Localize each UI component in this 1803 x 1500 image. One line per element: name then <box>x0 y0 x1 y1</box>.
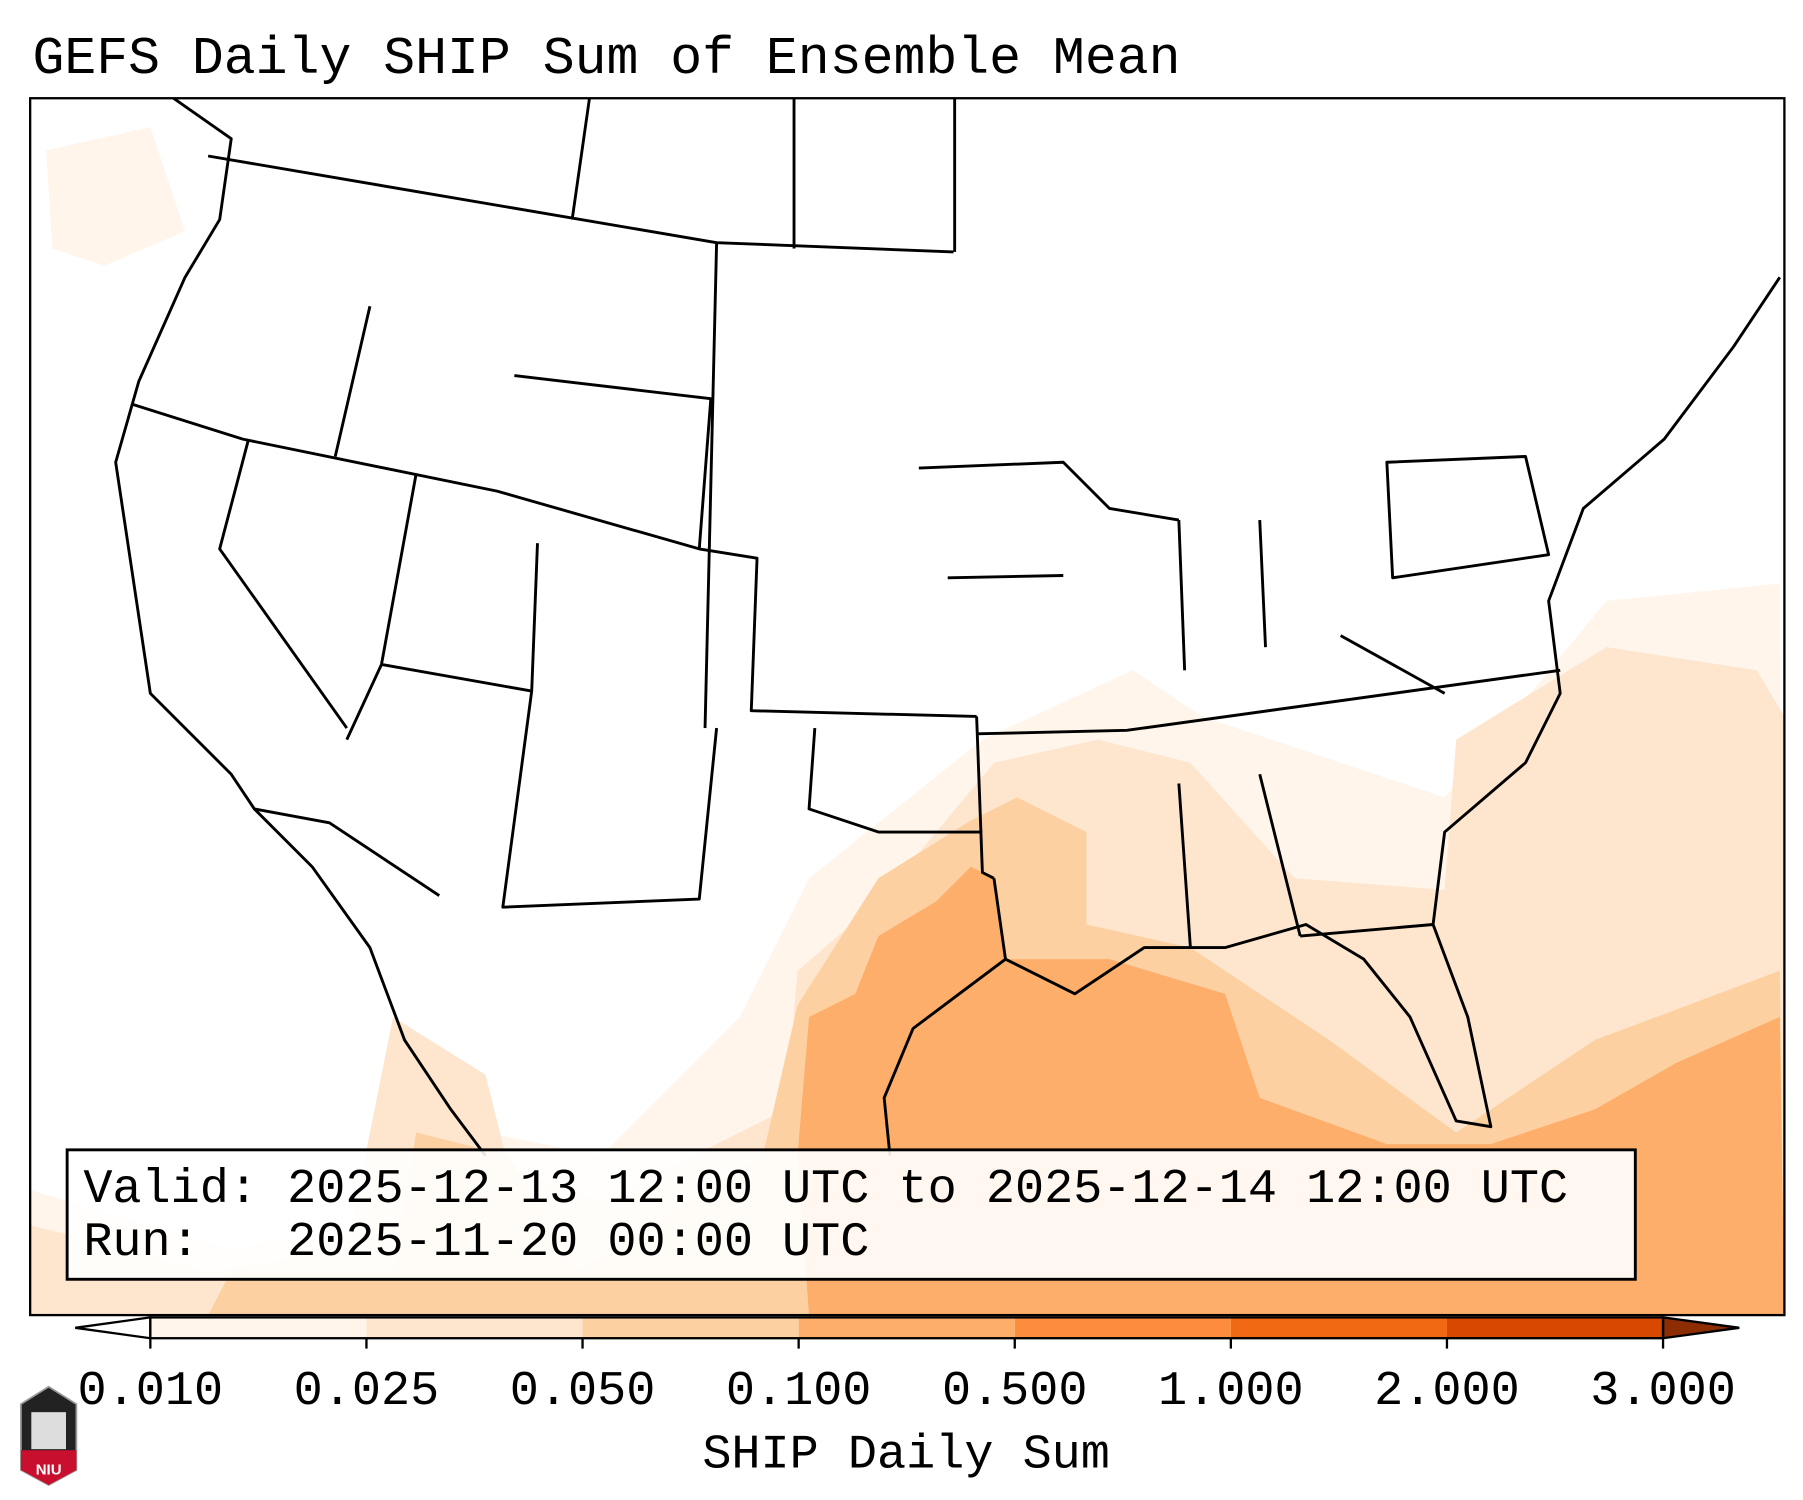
colorbar-segment <box>798 1317 1015 1339</box>
map-frame <box>29 97 1786 1317</box>
colorbar-label: SHIP Daily Sum <box>702 1428 1110 1483</box>
logo-text: NIU <box>36 1462 62 1479</box>
run-time-text: Run: 2025-11-20 00:00 UTC <box>83 1215 869 1270</box>
tick-label: 0.500 <box>942 1364 1088 1419</box>
colorbar-segment <box>1446 1317 1664 1339</box>
coastline <box>114 98 1781 1157</box>
figure-title: GEFS Daily SHIP Sum of Ensemble Mean <box>32 29 1180 89</box>
valid-time-text: Valid: 2025-12-13 12:00 UTC to 2025-12-1… <box>83 1162 1568 1217</box>
colorbar-segment <box>150 1317 367 1339</box>
map-panel <box>29 97 1786 1317</box>
tick-label: 0.050 <box>510 1364 656 1419</box>
colorbar: 0.010 0.025 0.050 0.100 0.500 1.000 2.00… <box>75 1316 1740 1483</box>
tick-label: 0.100 <box>726 1364 872 1419</box>
tick-label: 3.000 <box>1590 1364 1736 1419</box>
state-borders <box>132 98 1561 948</box>
colorbar-extend-max <box>1661 1316 1740 1340</box>
info-legend-box: Valid: 2025-12-13 12:00 UTC to 2025-12-1… <box>65 1148 1637 1281</box>
tick-label: 1.000 <box>1158 1364 1304 1419</box>
tick-label: 2.000 <box>1374 1364 1520 1419</box>
colorbar-extend-min <box>75 1316 152 1340</box>
niu-logo: NIU <box>20 1385 78 1486</box>
tick-label: 0.025 <box>294 1364 440 1419</box>
tick-label: 0.010 <box>78 1364 224 1419</box>
colorbar-segment <box>1014 1317 1231 1339</box>
colorbar-ticks <box>149 1338 1665 1349</box>
colorbar-segment <box>366 1317 583 1339</box>
colorbar-segment <box>1230 1317 1447 1339</box>
colorbar-segment <box>582 1317 799 1339</box>
